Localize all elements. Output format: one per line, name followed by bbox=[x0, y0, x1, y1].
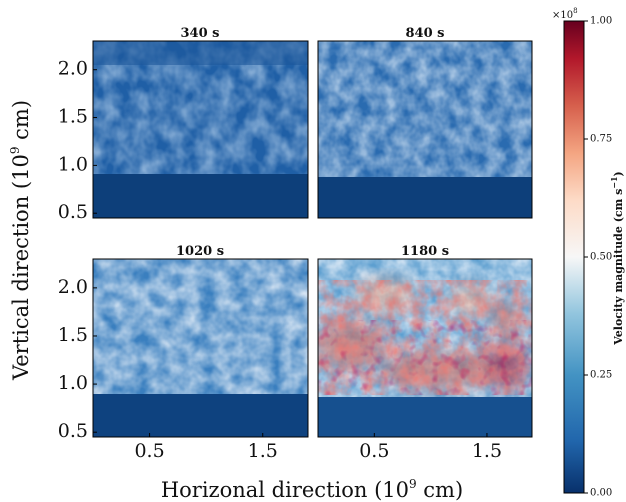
y-tick-label-top-0: 0.5 bbox=[58, 201, 88, 223]
colorbar-tick-label-3: 0.75 bbox=[590, 134, 612, 145]
panel-1020s-frame bbox=[92, 258, 309, 438]
y-tick-label-top-3: 2.0 bbox=[58, 58, 88, 80]
colorbar-multiplier: ×108 bbox=[552, 7, 578, 21]
panel-840s-frame bbox=[317, 40, 533, 219]
y-tick-label-bottom-0: 0.5 bbox=[58, 420, 88, 442]
panel-1020s bbox=[93, 259, 308, 437]
panel-1180s-deep-texture bbox=[318, 320, 532, 395]
x-tick-label-right-1: 1.5 bbox=[472, 440, 502, 462]
panel-340s-frame bbox=[92, 40, 309, 219]
colorbar-tick-label-0: 0.00 bbox=[590, 488, 612, 499]
colorbar-ticks: 0.00 0.25 0.50 0.75 1.00 bbox=[584, 16, 612, 499]
y-tick-labels-top: 0.5 1.0 1.5 2.0 bbox=[58, 58, 97, 223]
x-tick-label-right-0: 0.5 bbox=[359, 440, 389, 462]
colorbar-tick-label-4: 1.00 bbox=[590, 16, 612, 27]
panel-840s-turbulence bbox=[318, 41, 532, 178]
y-tick-label-bottom-2: 1.5 bbox=[58, 324, 88, 346]
panel-340s bbox=[93, 41, 308, 218]
panel-title-340s: 340 s bbox=[181, 26, 220, 41]
panel-340s-stable-layer bbox=[93, 174, 308, 218]
panel-840s-stable-layer bbox=[318, 177, 532, 218]
x-tick-label-left-1: 1.5 bbox=[248, 440, 278, 462]
x-tick-labels-left: 0.5 1.5 bbox=[134, 433, 278, 462]
y-tick-label-top-1: 1.0 bbox=[58, 153, 88, 175]
colorbar-label: Velocity magnitude (cm s−1) bbox=[609, 171, 625, 346]
x-tick-labels-right: 0.5 1.5 bbox=[359, 433, 502, 462]
panel-title-1180s: 1180 s bbox=[401, 244, 449, 259]
y-tick-labels-bottom: 0.5 1.0 1.5 2.0 bbox=[58, 276, 97, 442]
panel-1020s-turbulence bbox=[93, 259, 308, 395]
colorbar-tick-label-1: 0.25 bbox=[590, 370, 612, 381]
panel-340s-top-layer bbox=[93, 41, 308, 65]
colorbar-tick-label-2: 0.50 bbox=[590, 252, 612, 263]
colorbar bbox=[563, 20, 585, 494]
y-axis-label: Vertical direction (109 cm) bbox=[8, 100, 33, 381]
y-tick-label-bottom-1: 1.0 bbox=[58, 372, 88, 394]
panel-title-840s: 840 s bbox=[406, 26, 445, 41]
panel-title-1020s: 1020 s bbox=[176, 244, 224, 259]
panel-1180s bbox=[318, 259, 532, 437]
x-axis-label: Horizonal direction (109 cm) bbox=[161, 477, 463, 502]
y-tick-label-bottom-3: 2.0 bbox=[58, 276, 88, 298]
panel-840s bbox=[318, 41, 532, 218]
panel-1180s-stable-layer bbox=[318, 397, 532, 437]
y-tick-label-top-2: 1.5 bbox=[58, 106, 88, 128]
x-tick-label-left-0: 0.5 bbox=[134, 440, 164, 462]
panel-1180s-frame bbox=[317, 258, 533, 438]
panel-1020s-stable-layer bbox=[93, 394, 308, 437]
